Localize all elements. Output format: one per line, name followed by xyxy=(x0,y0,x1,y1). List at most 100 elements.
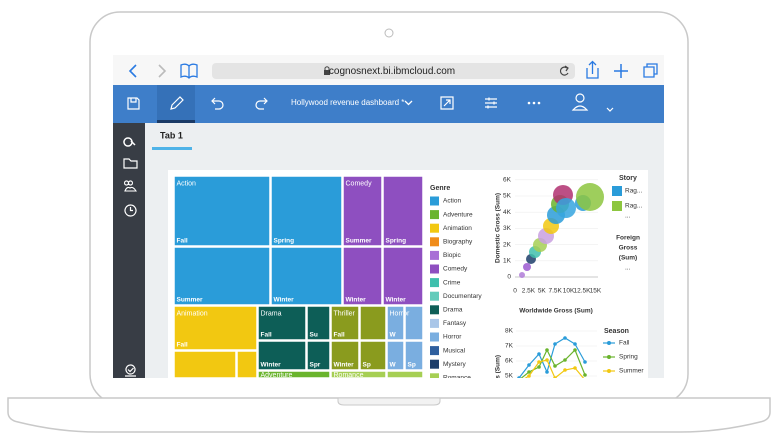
cell-fill xyxy=(271,247,342,305)
legend-label: Spring xyxy=(619,354,638,361)
forward-button[interactable] xyxy=(158,64,167,78)
redo-button[interactable] xyxy=(255,97,268,110)
series-point[interactable] xyxy=(545,370,549,374)
url-text: cognosnext.bi.ibmcloud.com xyxy=(329,66,455,77)
treemap-cell[interactable]: Winter xyxy=(331,341,359,370)
treemap-cell[interactable]: Winter xyxy=(258,341,306,370)
series-point[interactable] xyxy=(583,360,587,364)
series-point[interactable] xyxy=(563,336,567,340)
legend-swatch xyxy=(430,332,439,342)
series-point[interactable] xyxy=(553,364,557,368)
legend-label: Horror xyxy=(443,334,462,341)
series-point[interactable] xyxy=(545,348,549,352)
search-button[interactable] xyxy=(123,137,136,147)
more-button[interactable] xyxy=(527,101,541,105)
treemap-cell[interactable]: Winter xyxy=(343,247,382,305)
undo-button[interactable] xyxy=(211,97,224,110)
url-bar[interactable] xyxy=(212,63,575,79)
user-menu[interactable] xyxy=(606,107,614,112)
series-point[interactable] xyxy=(563,358,567,362)
recent-button[interactable] xyxy=(124,204,137,217)
fullscreen-button[interactable] xyxy=(440,96,454,110)
series-point[interactable] xyxy=(545,358,549,362)
title-menu[interactable] xyxy=(404,100,413,106)
series-point[interactable] xyxy=(527,370,531,374)
series-point[interactable] xyxy=(583,373,587,377)
treemap-cell[interactable]: Fall xyxy=(174,176,270,246)
treemap-cell[interactable] xyxy=(360,306,386,340)
bubble[interactable] xyxy=(523,263,531,271)
series-point[interactable] xyxy=(553,376,557,380)
legend-swatch xyxy=(430,237,439,247)
treemap-cell[interactable]: Spr xyxy=(307,341,330,370)
treemap-cell[interactable]: W xyxy=(387,341,404,370)
user-button[interactable] xyxy=(571,93,589,111)
treemap-cell[interactable]: Summer xyxy=(174,247,270,305)
series-point[interactable] xyxy=(537,352,541,356)
treemap-cell[interactable] xyxy=(258,371,330,378)
treemap-cell[interactable]: Spring xyxy=(271,176,342,246)
group-label: Animation xyxy=(177,310,208,317)
treemap-cell[interactable]: Fall xyxy=(258,306,306,340)
edit-button[interactable] xyxy=(170,96,184,110)
treemap-cell[interactable]: Spring xyxy=(383,176,423,246)
share-button[interactable] xyxy=(586,60,599,79)
series-point[interactable] xyxy=(553,342,557,346)
treemap-cell[interactable] xyxy=(331,371,386,378)
bookmarks-button[interactable] xyxy=(180,63,198,79)
series-point[interactable] xyxy=(563,368,567,372)
team-button[interactable] xyxy=(124,180,137,192)
content-button[interactable] xyxy=(123,158,138,169)
treemap-cell[interactable]: Sp xyxy=(360,341,386,370)
treemap-cell[interactable]: W xyxy=(387,306,404,340)
treemap-cell[interactable]: Fall xyxy=(331,306,359,340)
treemap-cell[interactable] xyxy=(405,306,423,340)
treemap-cell[interactable]: Su xyxy=(307,306,330,340)
app-bar xyxy=(113,85,664,123)
legend-swatch xyxy=(430,210,439,220)
series-point[interactable] xyxy=(573,348,577,352)
bubble[interactable] xyxy=(519,272,525,278)
treemap-cell[interactable]: Summer xyxy=(343,176,382,246)
y-axis-title: Domestic Gross (Sum) xyxy=(495,193,502,263)
series-point[interactable] xyxy=(527,363,531,367)
notifications-button[interactable] xyxy=(125,364,136,377)
series-point[interactable] xyxy=(537,360,541,364)
series-point[interactable] xyxy=(527,374,531,378)
properties-button[interactable] xyxy=(485,97,497,109)
cell-label: Su xyxy=(310,332,318,339)
treemap-cell[interactable]: Winter xyxy=(271,247,342,305)
cell-fill xyxy=(387,341,404,370)
series-point[interactable] xyxy=(517,376,521,380)
tabs-button[interactable] xyxy=(643,63,658,78)
new-tab-button[interactable] xyxy=(614,64,628,78)
legend-label: Summer xyxy=(619,368,644,375)
cell-label: Winter xyxy=(386,297,407,304)
legend-title: Story xyxy=(619,175,637,182)
bubble[interactable] xyxy=(556,198,576,218)
legend-point xyxy=(607,341,611,345)
tab-label[interactable]: Tab 1 xyxy=(160,130,183,140)
treemap-cell[interactable]: Fall xyxy=(174,306,257,350)
reload-button[interactable] xyxy=(559,65,569,76)
dashboard-title[interactable]: Hollywood revenue dashboard * xyxy=(291,98,404,107)
cell-fill xyxy=(307,306,330,340)
treemap: Fall Spring Summer Winter Summer Spring Winter… xyxy=(174,176,423,379)
series-point[interactable] xyxy=(573,342,577,346)
treemap-cell[interactable] xyxy=(237,351,257,378)
treemap-cell[interactable]: Sp xyxy=(405,341,423,370)
treemap-cell[interactable] xyxy=(387,371,423,378)
legend-swatch xyxy=(612,186,622,196)
treemap-cell[interactable]: Winter xyxy=(383,247,423,305)
series-point[interactable] xyxy=(537,365,541,369)
series-point[interactable] xyxy=(573,366,577,370)
treemap-cell[interactable] xyxy=(174,351,236,378)
back-button[interactable] xyxy=(128,64,137,78)
legend-label: Mystery xyxy=(443,361,467,368)
legend-swatch xyxy=(430,264,439,274)
bubble[interactable] xyxy=(576,183,604,211)
save-button[interactable] xyxy=(127,97,140,110)
cell-label: Spring xyxy=(386,238,407,245)
